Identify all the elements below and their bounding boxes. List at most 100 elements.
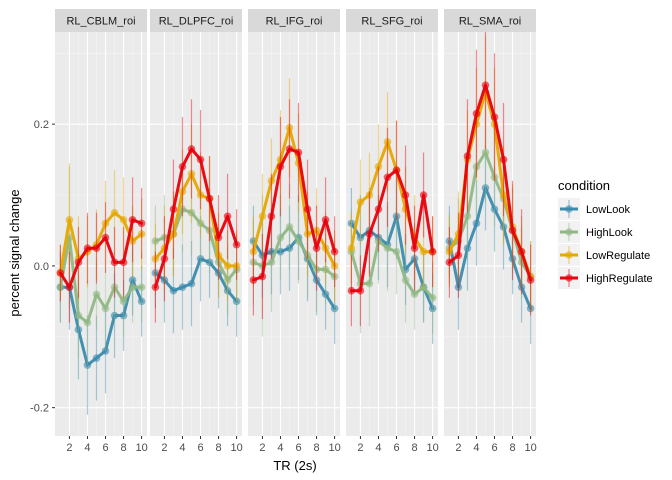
x-tick-label: 2 — [357, 442, 363, 454]
data-point — [383, 173, 392, 182]
data-point — [330, 304, 339, 313]
series-line — [251, 126, 337, 268]
series-HighLook — [347, 198, 437, 334]
series-LowLook — [445, 145, 535, 344]
data-point — [312, 226, 321, 235]
data-point — [481, 184, 490, 192]
data-point — [101, 304, 110, 313]
series-line — [58, 278, 144, 367]
series-line — [349, 239, 435, 300]
data-point — [276, 233, 285, 242]
panel-marks — [249, 78, 339, 344]
series-line — [349, 168, 435, 293]
facet-strip — [444, 9, 536, 32]
data-point — [463, 244, 472, 252]
data-point — [526, 304, 535, 313]
x-tick-label: 4 — [179, 442, 185, 454]
data-point — [232, 262, 241, 270]
legend-key-point — [565, 205, 573, 213]
legend-label: HighRegulate — [586, 273, 653, 285]
data-point — [463, 152, 472, 160]
data-point — [223, 276, 232, 284]
data-point — [110, 283, 119, 291]
data-point — [178, 283, 187, 291]
data-point — [65, 216, 74, 224]
data-point — [101, 347, 110, 355]
data-point — [187, 208, 196, 217]
x-tick-label: 10 — [524, 442, 536, 454]
panel-marks — [445, 32, 535, 344]
series-line — [349, 140, 435, 254]
legend-item: LowRegulate — [558, 244, 650, 266]
x-tick-label: 8 — [509, 442, 515, 454]
series-HighRegulate — [347, 120, 437, 327]
x-tick-label: 6 — [197, 442, 203, 454]
data-point — [128, 283, 137, 291]
facet-strip-label: RL_SMA_roi — [459, 16, 521, 28]
data-point — [267, 258, 276, 267]
series-HighRegulate — [151, 99, 241, 323]
data-point — [410, 255, 419, 263]
data-point — [428, 247, 437, 256]
x-tick-label: 8 — [215, 442, 221, 454]
facet-strip-label: RL_SFG_roi — [361, 16, 422, 28]
facet-strip-label: RL_DLPFC_roi — [159, 16, 234, 28]
data-point — [312, 265, 321, 274]
data-point — [454, 283, 463, 291]
x-tick-label: 6 — [295, 442, 301, 454]
series-HighRegulate — [56, 177, 146, 323]
data-point — [303, 230, 312, 238]
data-point — [285, 123, 294, 132]
data-point — [392, 212, 401, 221]
data-point — [472, 219, 481, 228]
data-point — [169, 230, 178, 238]
y-axis-title: percent signal change — [7, 189, 22, 316]
data-point — [321, 216, 330, 224]
x-tick-label: 10 — [426, 442, 438, 454]
data-point — [74, 311, 83, 320]
data-point — [356, 286, 365, 295]
data-point — [223, 262, 232, 270]
data-point — [499, 155, 508, 164]
data-point — [160, 255, 169, 263]
x-tick-label: 10 — [328, 442, 340, 454]
data-point — [92, 354, 101, 362]
data-point — [419, 283, 428, 291]
facet-panel: RL_CBLM_roi — [55, 9, 147, 436]
data-point — [303, 205, 312, 213]
data-point — [214, 233, 223, 242]
x-tick-label: 8 — [120, 442, 126, 454]
x-axis: 2 4 6 8 10 2 4 6 8 10 2 4 6 8 10 2 4 6 8 10 2 4 6 8 10 — [66, 436, 537, 454]
series-LowLook — [151, 216, 241, 337]
data-point — [137, 283, 146, 291]
x-tick-label: 10 — [230, 442, 242, 454]
data-point — [410, 290, 419, 299]
data-point — [249, 276, 258, 284]
data-point — [285, 223, 294, 231]
x-tick-label: 2 — [66, 442, 72, 454]
data-point — [110, 258, 119, 267]
data-point — [401, 276, 410, 284]
data-point — [303, 251, 312, 260]
data-point — [419, 247, 428, 256]
data-point — [119, 258, 128, 267]
legend: condition LowLook HighLook LowRegulate High… — [558, 178, 653, 289]
facet-strip — [55, 9, 147, 32]
data-point — [294, 237, 303, 245]
data-point — [119, 297, 128, 306]
data-point — [374, 237, 383, 245]
data-point — [285, 244, 294, 252]
data-point — [445, 258, 454, 267]
series-line — [447, 83, 533, 282]
data-point — [232, 297, 241, 306]
x-tick-label: 10 — [135, 442, 147, 454]
facet-strip — [150, 9, 242, 32]
data-point — [356, 198, 365, 206]
x-axis-title: TR (2s) — [273, 458, 316, 473]
y-axis: -0.2 0.0 0.2 — [30, 119, 55, 415]
data-point — [119, 216, 128, 224]
data-point — [472, 162, 481, 171]
data-point — [330, 262, 339, 270]
series-HighRegulate — [249, 99, 339, 320]
panel-marks — [56, 163, 146, 415]
